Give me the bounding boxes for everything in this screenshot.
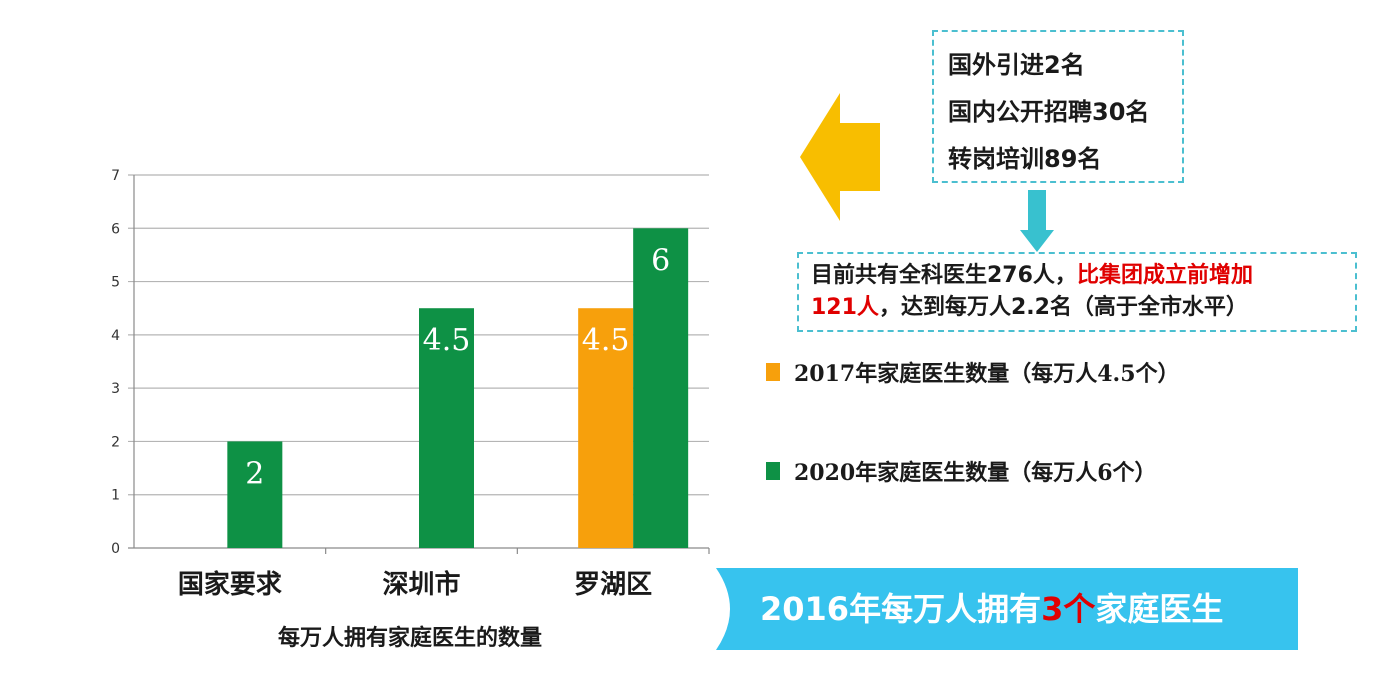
legend-swatch-2020: [766, 462, 780, 480]
y-tick-label: 0: [111, 541, 120, 557]
summary-highlight-2: 121人: [811, 295, 879, 320]
y-tick-label: 3: [111, 381, 120, 397]
data-label: 6: [651, 243, 670, 278]
x-tick-label: 国家要求: [178, 569, 282, 600]
x-tick-label: 罗湖区: [574, 570, 652, 600]
data-label: 4.5: [582, 323, 630, 358]
legend-item-2020: 2020年家庭医生数量（每万人6个）: [766, 455, 1157, 487]
summary-text-2: ，达到每万人2.2名（高于全市水平）: [878, 295, 1248, 320]
y-tick-label: 1: [111, 488, 120, 504]
info-line-domestic: 国内公开招聘30名: [948, 98, 1150, 126]
summary-highlight-1: 比集团成立前增加: [1076, 263, 1253, 288]
legend-label-2017: 2017年家庭医生数量（每万人4.5个）: [794, 361, 1180, 387]
down-arrow-icon: [1020, 190, 1054, 252]
banner-text-part1: 2016年每万人拥有: [760, 590, 1042, 628]
legend-item-2017: 2017年家庭医生数量（每万人4.5个）: [766, 356, 1180, 388]
banner-highlight: 3个: [1041, 590, 1096, 628]
bar: [578, 308, 634, 548]
data-label: 2: [245, 456, 264, 491]
legend-label-2020: 2020年家庭医生数量（每万人6个）: [794, 460, 1157, 486]
banner-text: 2016年每万人拥有3个家庭医生: [760, 580, 1280, 638]
summary-line-1: 目前共有全科医生276人，比集团成立前增加: [811, 260, 1355, 292]
recruitment-info-box: 国外引进2名 国内公开招聘30名 转岗培训89名: [932, 30, 1184, 183]
summary-text-1: 目前共有全科医生276人，: [811, 263, 1077, 288]
chart-caption: 每万人拥有家庭医生的数量: [277, 626, 542, 651]
bar-chart: 0 1 2 3 4 5 6 7 2 国家要求 4.5 深圳市 4.5 6 罗湖区: [111, 168, 710, 600]
x-tick-label: 深圳市: [382, 569, 460, 600]
y-tick-label: 7: [111, 168, 120, 184]
summary-line-2: 121人，达到每万人2.2名（高于全市水平）: [811, 292, 1355, 324]
banner-text-part2: 家庭医生: [1095, 590, 1224, 628]
info-line-transfer: 转岗培训89名: [948, 145, 1102, 173]
bar: [227, 441, 283, 548]
y-tick-label: 2: [111, 434, 120, 450]
banner-background: [716, 568, 1298, 650]
y-tick-label: 6: [111, 221, 120, 237]
data-label: 4.5: [423, 323, 471, 358]
y-tick-label: 4: [111, 328, 120, 344]
bar: [633, 228, 689, 549]
bar: [419, 308, 474, 548]
y-tick-label: 5: [111, 275, 120, 291]
legend-swatch-2017: [766, 363, 780, 381]
info-line-overseas: 国外引进2名: [948, 51, 1085, 79]
left-arrow-icon: [800, 93, 880, 221]
summary-box: 目前共有全科医生276人，比集团成立前增加 121人，达到每万人2.2名（高于全…: [797, 252, 1357, 332]
